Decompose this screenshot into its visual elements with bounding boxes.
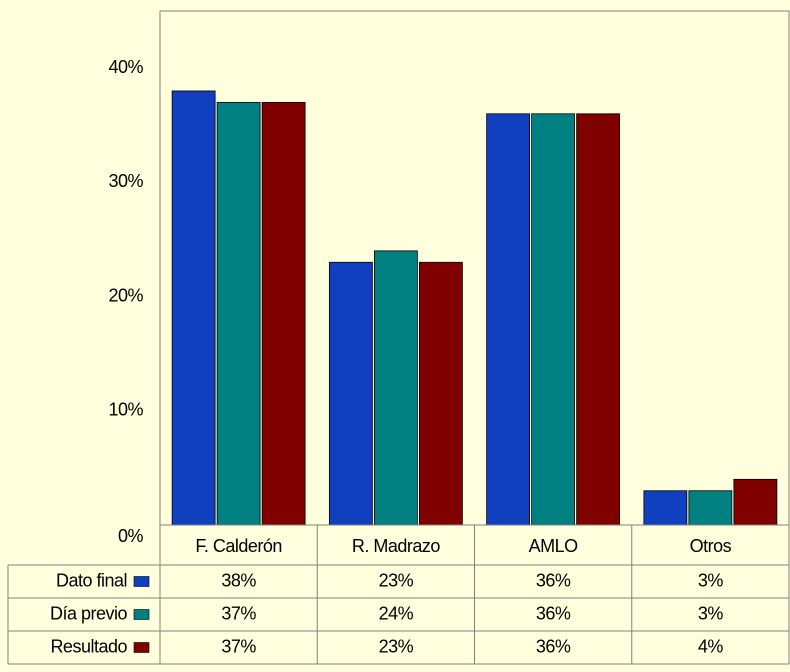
table-cell: 3% [698,603,724,623]
legend-label: Día previo [50,603,128,623]
bar [418,261,463,526]
bar [486,113,531,526]
x-tick-label: Otros [690,536,732,556]
y-tick-label: 20% [108,285,143,305]
legend-swatch [133,576,150,587]
bar [643,490,688,526]
table-cell: 23% [379,570,414,590]
table-cell: 36% [536,570,571,590]
table-cell: 37% [221,636,256,656]
bar [216,101,261,526]
legend-swatch [133,609,150,620]
bar [733,478,778,526]
bar [328,261,373,526]
table-cell: 38% [221,570,256,590]
table-cell: 36% [536,636,571,656]
x-tick-label: F. Calderón [195,536,282,556]
x-tick-label: R. Madrazo [352,536,441,556]
bar [171,90,216,526]
table-cell: 23% [379,636,414,656]
table-cell: 36% [536,603,571,623]
bar [261,101,306,526]
legend-swatch [133,642,150,653]
legend-label: Dato final [56,570,127,590]
x-tick-label: AMLO [529,536,579,556]
table-cell: 4% [698,636,724,656]
y-tick-label: 30% [108,171,143,191]
table-cell: 24% [379,603,414,623]
y-tick-label: 0% [118,526,144,546]
y-tick-label: 10% [108,400,143,420]
y-tick-label: 40% [108,57,143,77]
bar [576,113,621,526]
table-cell: 37% [221,603,256,623]
table-cell: 3% [698,570,724,590]
legend-label: Resultado [50,636,127,656]
bar [531,113,576,526]
bar [373,250,418,526]
bar [688,490,733,526]
